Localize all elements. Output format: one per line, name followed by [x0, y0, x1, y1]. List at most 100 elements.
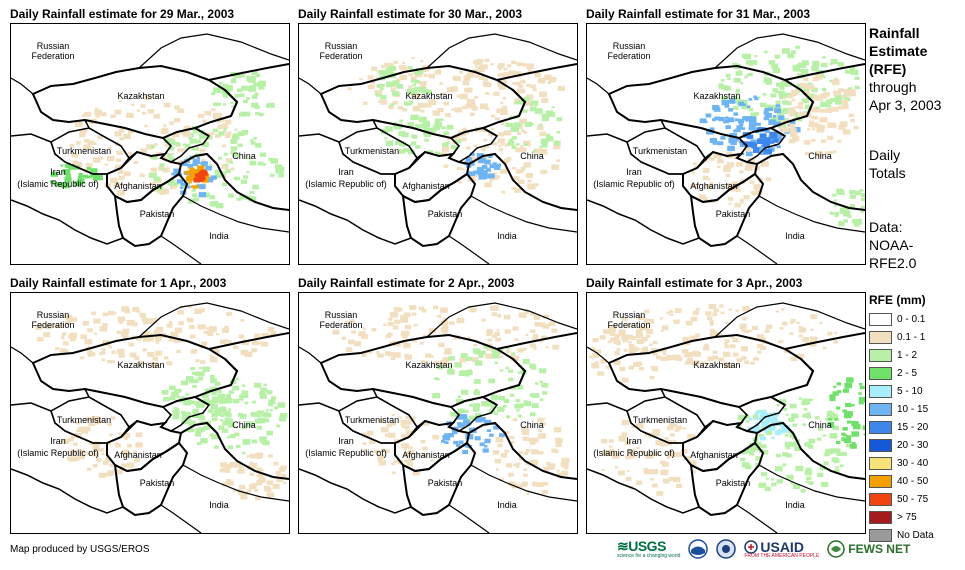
rain-cell — [209, 356, 218, 363]
rain-cell — [518, 451, 523, 455]
rain-cell — [442, 142, 449, 147]
rain-cell — [54, 324, 60, 328]
rain-cell — [644, 433, 648, 437]
rain-cell — [849, 204, 855, 208]
rain-cell — [523, 400, 529, 404]
rain-cell — [734, 202, 741, 208]
rain-cell — [444, 351, 449, 355]
rain-cell — [791, 110, 796, 113]
rain-cell — [672, 476, 681, 483]
rain-cell — [235, 176, 240, 181]
rain-cell — [494, 412, 499, 416]
rain-cell — [276, 424, 280, 428]
rain-cell — [805, 480, 809, 483]
rain-cell — [520, 170, 525, 173]
rain-cell — [763, 77, 772, 83]
rain-cell — [249, 463, 258, 469]
rain-cell — [473, 170, 479, 175]
rain-cell — [839, 121, 848, 127]
rain-cell — [529, 106, 537, 112]
rain-cell — [727, 117, 735, 123]
rain-cell — [674, 452, 682, 457]
rain-cell — [785, 81, 793, 87]
rain-cell — [50, 171, 58, 177]
rain-cell — [191, 188, 196, 192]
rain-cell — [713, 308, 719, 313]
rain-cell — [649, 320, 655, 324]
rain-cell — [531, 403, 539, 408]
rain-cell — [366, 430, 374, 436]
rain-cell — [551, 106, 555, 109]
rain-cell — [814, 109, 820, 113]
rain-cell — [408, 66, 413, 70]
legend-row: 1 - 2 — [869, 346, 965, 364]
rain-cell — [778, 115, 785, 120]
label-pakistan: Pakistan — [140, 478, 175, 488]
rain-cell — [705, 184, 713, 189]
rain-cell — [515, 398, 521, 403]
rain-cell — [224, 397, 233, 404]
rain-cell — [64, 177, 72, 183]
rain-cell — [667, 425, 674, 431]
rain-cell — [760, 141, 765, 145]
rain-cell — [345, 347, 353, 352]
rain-cell — [205, 177, 214, 183]
rain-cell — [197, 165, 205, 171]
rain-cell — [810, 314, 818, 320]
rain-cell — [774, 108, 781, 113]
rain-cell — [525, 448, 531, 453]
rain-cell — [443, 131, 449, 136]
rain-cell — [393, 60, 398, 64]
rain-cell — [197, 376, 204, 381]
rain-cell — [484, 419, 492, 425]
rain-cell — [189, 334, 196, 339]
rain-cell — [649, 375, 655, 380]
rain-cell — [829, 79, 833, 83]
rain-cell — [153, 176, 161, 182]
rain-cell — [99, 326, 108, 332]
rain-cell — [823, 461, 829, 466]
rain-cell — [218, 81, 223, 85]
rain-cell — [838, 125, 846, 130]
rain-cell — [102, 461, 109, 465]
rain-cell — [754, 189, 763, 195]
rain-cell — [456, 94, 462, 98]
rain-cell — [652, 341, 658, 345]
rain-cell — [815, 150, 823, 157]
rain-cell — [483, 78, 488, 82]
rain-cell — [772, 88, 779, 93]
rain-cell — [434, 121, 443, 128]
rain-cell — [188, 181, 192, 184]
rain-cell — [220, 398, 228, 404]
rain-cell — [454, 76, 461, 82]
rain-cell — [860, 210, 864, 214]
label-china: China — [232, 151, 256, 161]
rain-cell — [759, 414, 766, 419]
rain-cell — [560, 461, 569, 468]
rain-cell — [473, 144, 478, 147]
rain-cell — [786, 474, 794, 480]
rain-cell — [265, 409, 269, 412]
rain-cell — [659, 440, 668, 447]
rain-cell — [388, 105, 394, 110]
rain-cell — [722, 362, 727, 366]
rain-cell — [127, 134, 131, 138]
rain-cell — [861, 197, 865, 202]
rain-cell — [219, 419, 223, 422]
rain-cell — [409, 143, 413, 146]
rain-cell — [752, 325, 758, 330]
rain-cell — [772, 412, 776, 415]
rain-cell — [118, 320, 124, 324]
rain-cell — [169, 385, 176, 391]
rain-cell — [413, 69, 422, 75]
rainfall-map-6: Russian Federation Kazakhstan Turkmenist… — [586, 292, 866, 534]
rain-cell — [43, 332, 51, 338]
rain-cell — [148, 147, 152, 150]
rain-cell — [177, 310, 184, 315]
rain-cell — [672, 354, 681, 361]
rain-cell — [781, 109, 789, 114]
rain-cell — [811, 87, 818, 93]
rain-cell — [260, 152, 267, 157]
rain-cell — [485, 92, 490, 95]
rain-cell — [827, 135, 833, 140]
